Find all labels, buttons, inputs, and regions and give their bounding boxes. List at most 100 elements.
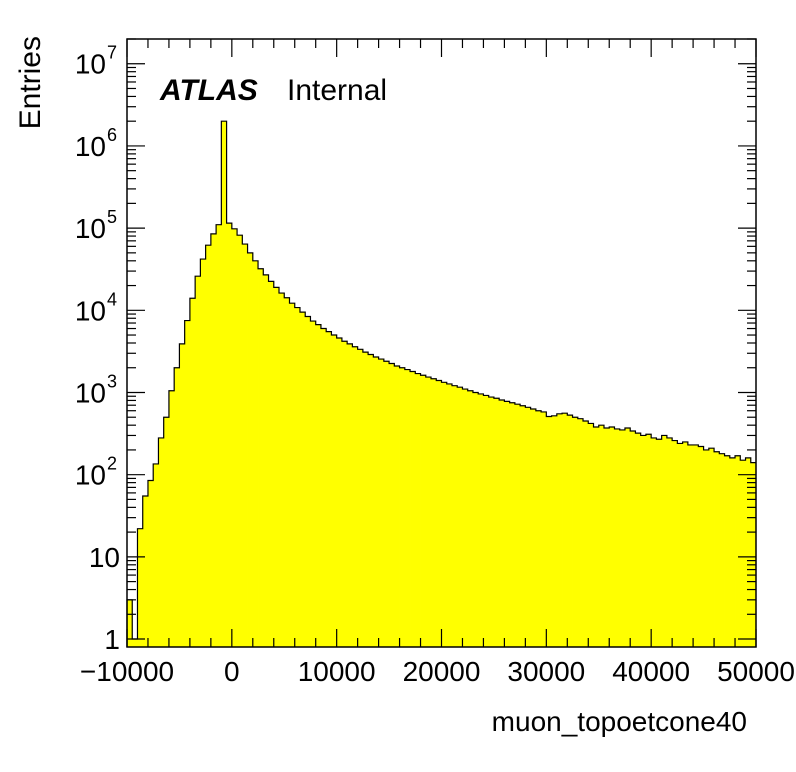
x-axis: −10000 0 10000 20000 30000 40000 50000	[80, 39, 795, 687]
histogram-bars	[127, 121, 757, 648]
histogram-bar	[708, 448, 715, 647]
histogram-bar	[514, 404, 521, 647]
y-tick-exponent: 6	[107, 125, 117, 145]
y-tick-label: 10	[89, 542, 120, 573]
histogram-bar	[127, 599, 133, 647]
histogram-bar	[174, 367, 180, 647]
histogram-bar	[247, 252, 254, 647]
histogram-bar	[132, 639, 138, 647]
histogram-bar	[635, 433, 642, 647]
y-tick-label: 10	[75, 295, 106, 326]
x-tick-label: 0	[224, 656, 240, 687]
histogram-bar	[661, 435, 668, 647]
histogram-bar	[640, 435, 647, 647]
histogram-bar	[556, 413, 563, 647]
histogram-bar	[184, 320, 191, 647]
histogram-bar	[305, 316, 311, 647]
histogram-bar	[216, 224, 222, 648]
histogram-bar	[677, 443, 684, 647]
histogram-bar	[210, 233, 217, 647]
histogram-bar	[614, 428, 621, 647]
histogram-bar	[341, 341, 348, 647]
histogram-bar	[326, 331, 332, 647]
y-tick-exponent: 2	[107, 454, 117, 474]
histogram-bar	[530, 408, 537, 647]
histogram-bar	[546, 416, 552, 647]
atlas-label: ATLAS	[159, 74, 258, 107]
histogram-bar	[451, 385, 458, 647]
histogram-bar	[378, 359, 385, 647]
histogram-bar	[457, 387, 463, 647]
y-tick-exponent: 7	[107, 43, 117, 63]
histogram-bar	[572, 417, 579, 647]
histogram-bar	[336, 338, 343, 647]
histogram-bar	[163, 417, 170, 647]
histogram-bar	[541, 411, 547, 647]
histogram-bar	[535, 410, 542, 647]
histogram-bar	[687, 444, 694, 647]
histogram-bar	[425, 377, 432, 647]
histogram-bar	[315, 324, 322, 647]
histogram-bar	[142, 496, 149, 647]
histogram-bar	[446, 383, 453, 647]
histogram-bar	[562, 413, 568, 647]
histogram-bar	[504, 401, 511, 647]
histogram-bar	[651, 437, 657, 647]
histogram-bar	[357, 349, 364, 647]
histogram-bar	[404, 369, 411, 647]
y-tick-label: 10	[75, 49, 106, 80]
histogram-bar	[268, 281, 275, 647]
y-tick-exponent: 3	[107, 371, 117, 391]
histogram-bar	[362, 352, 369, 647]
histogram-bar	[577, 418, 584, 647]
histogram-bar	[551, 415, 558, 647]
histogram-bar	[509, 402, 516, 647]
histogram-bar	[436, 380, 442, 647]
y-axis-label: Entries	[14, 36, 47, 129]
histogram-bar	[598, 425, 605, 647]
histogram-bar	[189, 298, 196, 647]
histogram-bar	[237, 235, 243, 647]
histogram-bar	[263, 274, 269, 647]
histogram-bar	[389, 363, 395, 647]
histogram-bar	[656, 439, 663, 647]
histogram-bar	[735, 455, 741, 647]
histogram-outline	[126, 120, 756, 647]
y-tick-exponent: 4	[107, 289, 117, 309]
histogram-bar	[583, 420, 589, 647]
histogram-bar	[373, 357, 379, 647]
histogram-bar	[488, 397, 495, 647]
histogram-bar	[567, 415, 573, 647]
y-tick-label: 10	[75, 213, 106, 244]
y-tick-exponent: 5	[107, 207, 117, 227]
histogram-bar	[493, 398, 500, 647]
histogram-bar	[714, 451, 720, 647]
histogram-bar	[693, 444, 699, 647]
histogram-bar	[242, 244, 248, 647]
histogram-bar	[221, 121, 227, 647]
histogram-bar	[672, 440, 678, 647]
histogram-bar	[740, 460, 746, 647]
histogram-bar	[195, 276, 201, 647]
x-tick-label: 50000	[717, 656, 795, 687]
histogram-bar	[226, 223, 233, 647]
x-axis-label: muon_topoetcone40	[492, 706, 747, 737]
histogram-bar	[179, 343, 186, 647]
histogram-bar	[299, 312, 306, 647]
histogram-bar	[200, 259, 207, 647]
histogram-bar	[352, 346, 359, 647]
histogram-bar	[410, 371, 416, 647]
histogram-bar	[368, 354, 374, 647]
y-tick-label: 1	[104, 624, 120, 655]
histogram-bar	[205, 245, 212, 647]
histogram-bar	[399, 367, 406, 647]
histogram-bar	[394, 365, 400, 647]
histogram-bar	[431, 378, 437, 647]
histogram-bar	[603, 427, 610, 647]
histogram-bar	[499, 400, 505, 647]
histogram-bar	[588, 423, 594, 647]
y-tick-label: 10	[75, 377, 106, 408]
histogram-bar	[745, 457, 752, 647]
